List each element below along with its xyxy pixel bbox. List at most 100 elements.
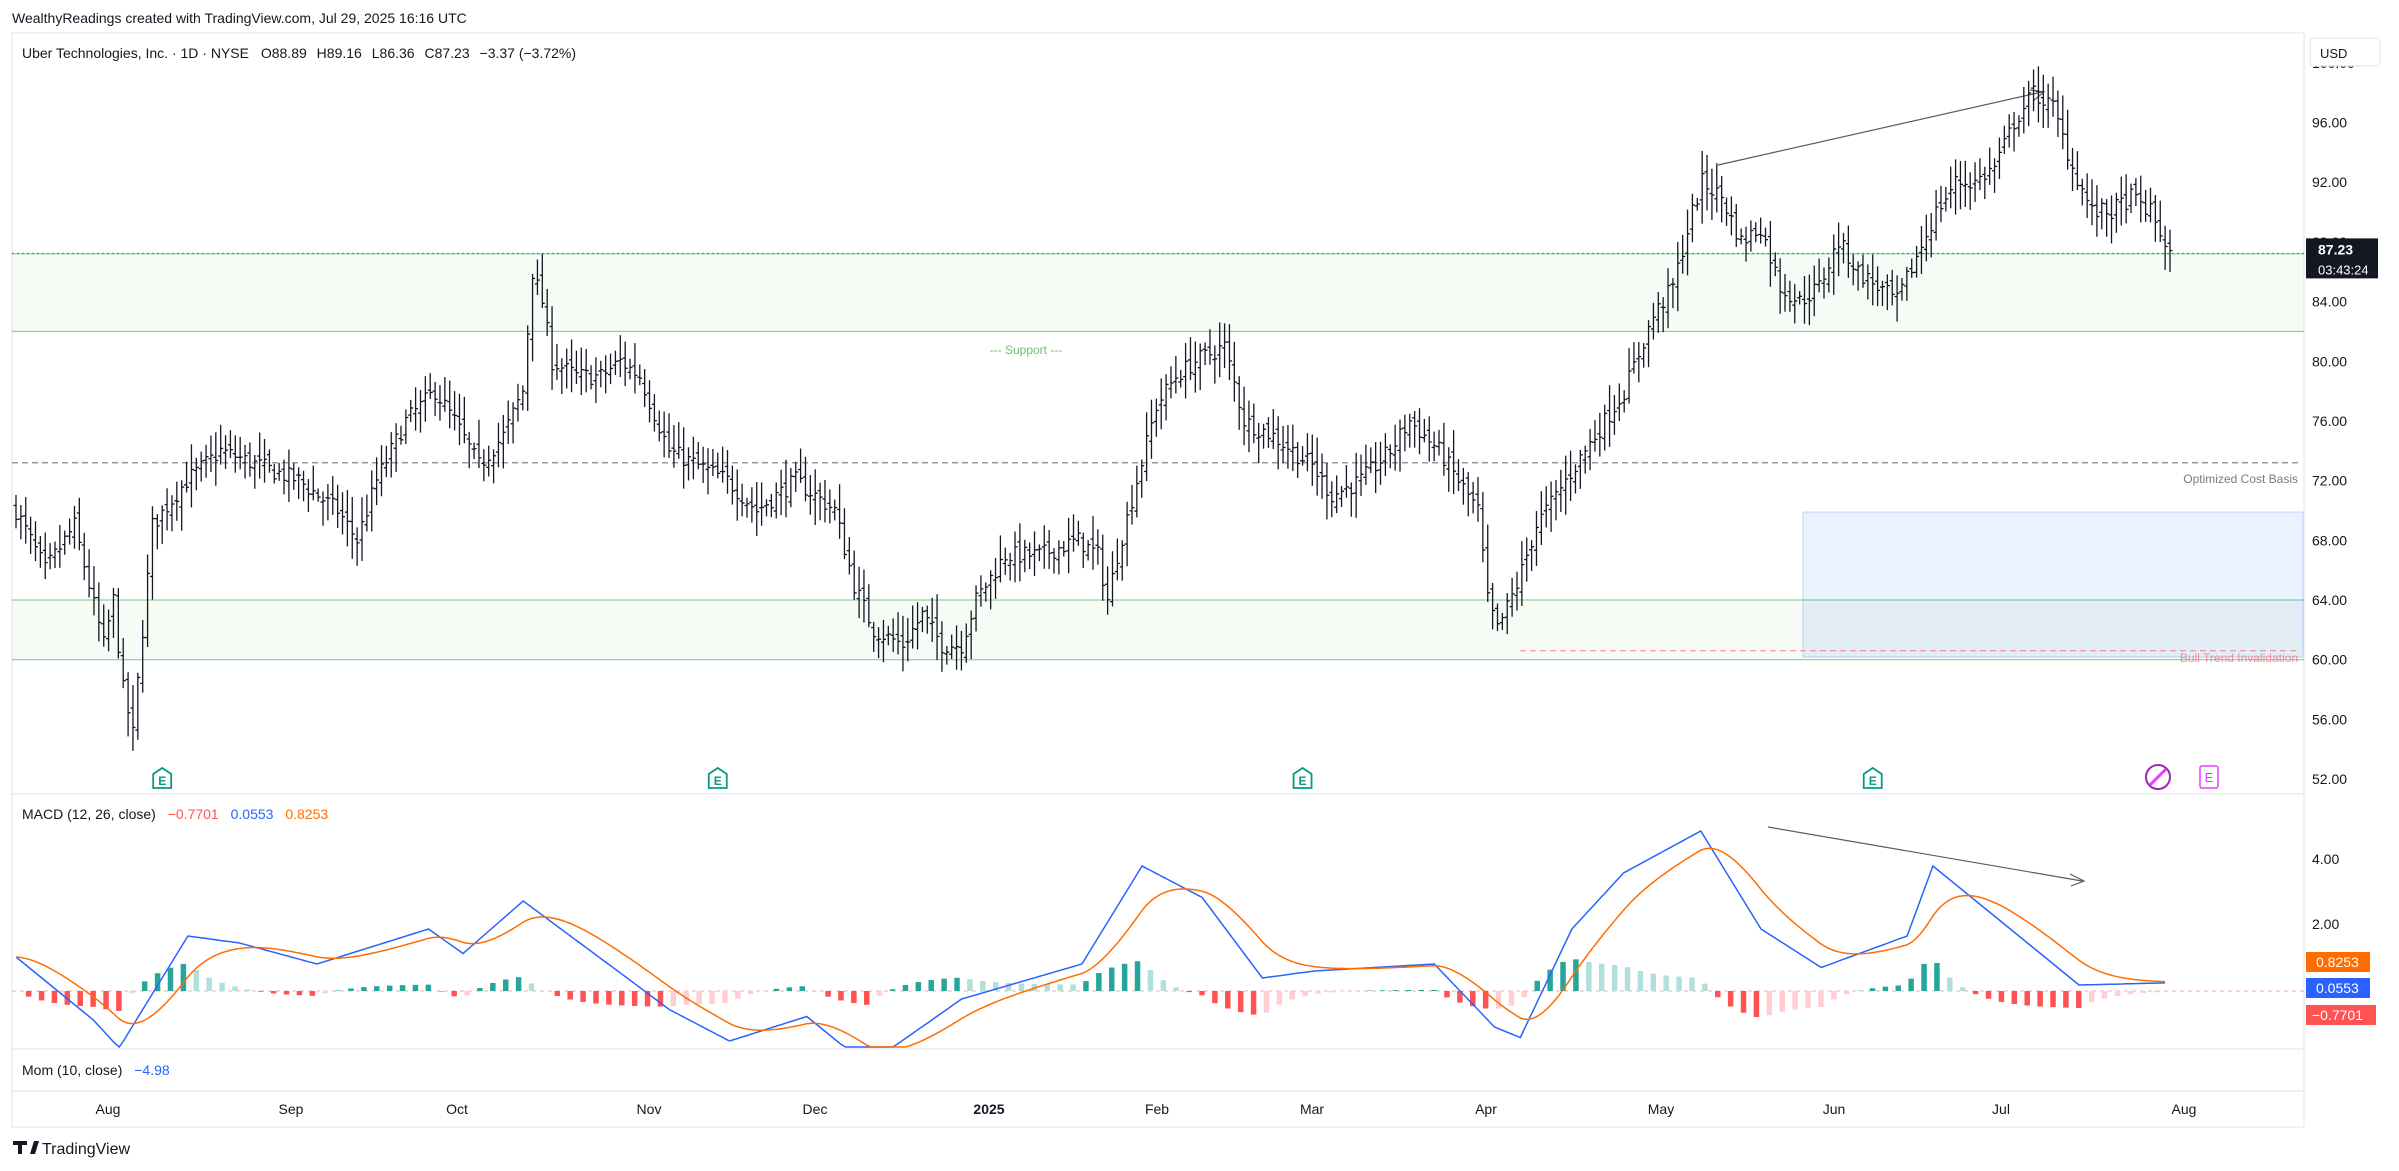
- ohlc-bar: [520, 385, 526, 411]
- ohlc-bar: [271, 463, 277, 484]
- ohlc-bar: [1100, 534, 1106, 601]
- time-tick-label: Feb: [1145, 1101, 1169, 1117]
- macd-hist-bar: [1637, 971, 1644, 991]
- ohlc-bar: [1158, 378, 1164, 430]
- ohlc-bar: [305, 479, 311, 512]
- ohlc-bar: [276, 462, 282, 481]
- ohlc-bar: [174, 481, 180, 521]
- ohlc-bar: [213, 432, 219, 486]
- macd-trend-line[interactable]: [1767, 826, 2083, 882]
- ohlc-bar: [388, 432, 394, 478]
- macd-hist-bar: [2076, 991, 2082, 1008]
- symbol-legend[interactable]: Uber Technologies, Inc. · 1D · NYSE O88.…: [22, 45, 576, 61]
- ohlc-bar: [2026, 80, 2032, 127]
- ohlc-bar: [1353, 452, 1359, 518]
- ohlc-bar: [262, 438, 268, 483]
- entry-zone-box[interactable]: [1802, 511, 2304, 658]
- upcoming-events[interactable]: E: [2145, 764, 2219, 790]
- macd-hist-bar: [580, 991, 586, 1002]
- upcoming-earnings-letter: E: [2205, 770, 2214, 785]
- ohlc-bar: [539, 254, 545, 309]
- ohlc-bar: [1533, 511, 1539, 566]
- ohlc-bar: [76, 497, 82, 551]
- ohlc-bar: [1446, 447, 1452, 492]
- ohlc-bar: [817, 482, 823, 521]
- support-zone-0[interactable]: [12, 253, 2304, 332]
- divergence-arrows[interactable]: [1717, 89, 2086, 887]
- ohlc-bar: [690, 436, 696, 480]
- mom-value: −4.98: [134, 1062, 170, 1078]
- ohlc-bar: [32, 521, 38, 561]
- macd-hist-bar: [25, 991, 32, 997]
- macd-hist-bar: [283, 991, 290, 995]
- ohlc-bar: [1855, 261, 1861, 291]
- ohlc-bar: [1261, 423, 1267, 449]
- ohlc-bar: [335, 484, 341, 529]
- earnings-marker[interactable]: E: [1292, 766, 1313, 789]
- ohlc-bar: [1811, 265, 1817, 317]
- ohlc-bar: [2055, 90, 2061, 137]
- macd-hist-bar: [322, 991, 328, 994]
- tradingview-brand[interactable]: TradingView: [13, 1141, 130, 1158]
- macd-hist-bar: [1676, 976, 1682, 991]
- dividend-icon[interactable]: [2145, 764, 2171, 790]
- earnings-marker[interactable]: E: [1862, 766, 1883, 789]
- ohlc-bar: [617, 335, 623, 378]
- ohlc-bar: [1918, 225, 1924, 274]
- macd-legend[interactable]: MACD (12, 26, close) −0.7701 0.0553 0.82…: [22, 806, 328, 822]
- ohlc-bar: [929, 597, 935, 642]
- ohlc-bar: [310, 465, 316, 501]
- ohlc-bar: [1378, 441, 1384, 485]
- ohlc-bar: [1957, 160, 1963, 210]
- invalidation-label: Bull Trend Invalidation: [2180, 651, 2298, 665]
- ohlc-bar: [1709, 168, 1715, 221]
- price-tick-label: 76.00: [2312, 413, 2347, 429]
- time-tick-label: Mar: [1300, 1101, 1324, 1117]
- ohlc-bar: [486, 445, 492, 477]
- macd-hist-bar: [1482, 991, 1489, 1009]
- price-trend-line[interactable]: [1717, 91, 2043, 166]
- ohlc-bar: [1548, 481, 1554, 532]
- time-axis[interactable]: Aug Sep Oct Nov Dec 2025 Feb Mar Apr May Jun Jul Aug: [96, 1101, 2197, 1117]
- ohlc-bar: [802, 456, 808, 502]
- support-zone-1[interactable]: [12, 600, 2304, 660]
- macd-hist-bar: [838, 991, 844, 1001]
- macd-hist-bar: [270, 991, 277, 994]
- ohlc-bar: [1343, 465, 1349, 498]
- upcoming-earnings-icon[interactable]: [2199, 765, 2219, 789]
- macd-hist-bar: [490, 982, 496, 991]
- ohlc-bar: [832, 499, 838, 521]
- ohlc-bar: [1397, 419, 1403, 472]
- ohlc-bar: [47, 543, 53, 570]
- macd-hist-bar: [1083, 981, 1089, 991]
- ohlc-bar: [1758, 217, 1764, 244]
- ohlc-bar: [1772, 252, 1778, 277]
- ohlc-bar: [759, 482, 765, 526]
- ohlc-bar: [1636, 342, 1642, 383]
- ohlc-bar: [2128, 183, 2134, 214]
- ohlc-bar: [1611, 395, 1617, 435]
- ohlc-bar: [193, 457, 199, 491]
- macd-hist-bar: [1624, 967, 1631, 991]
- ohlc-bar: [1109, 551, 1115, 607]
- ohlc-bar: [1972, 162, 1978, 202]
- ohlc-bar: [359, 497, 365, 561]
- earnings-marker[interactable]: E: [152, 766, 173, 789]
- ohlc-bar: [1655, 292, 1661, 333]
- earnings-marker[interactable]: E: [707, 766, 728, 789]
- currency-selector[interactable]: [2309, 37, 2381, 67]
- ohlc-bar: [637, 364, 643, 386]
- ohlc-bar: [1806, 274, 1812, 326]
- ohlc-bar: [1280, 425, 1286, 464]
- macd-hist-bar: [1379, 990, 1386, 991]
- price-axis[interactable]: 100.0096.0092.0088.0084.0080.0076.0072.0…: [2312, 55, 2355, 787]
- ohlc-bar: [442, 377, 448, 412]
- ohlc-bar: [403, 409, 409, 444]
- macd-hist-bar: [154, 973, 161, 991]
- ohlc-bar: [188, 444, 194, 508]
- ohlc-bar: [461, 396, 467, 444]
- mom-legend[interactable]: Mom (10, close) −4.98: [22, 1062, 170, 1078]
- ohlc-bar: [627, 358, 633, 380]
